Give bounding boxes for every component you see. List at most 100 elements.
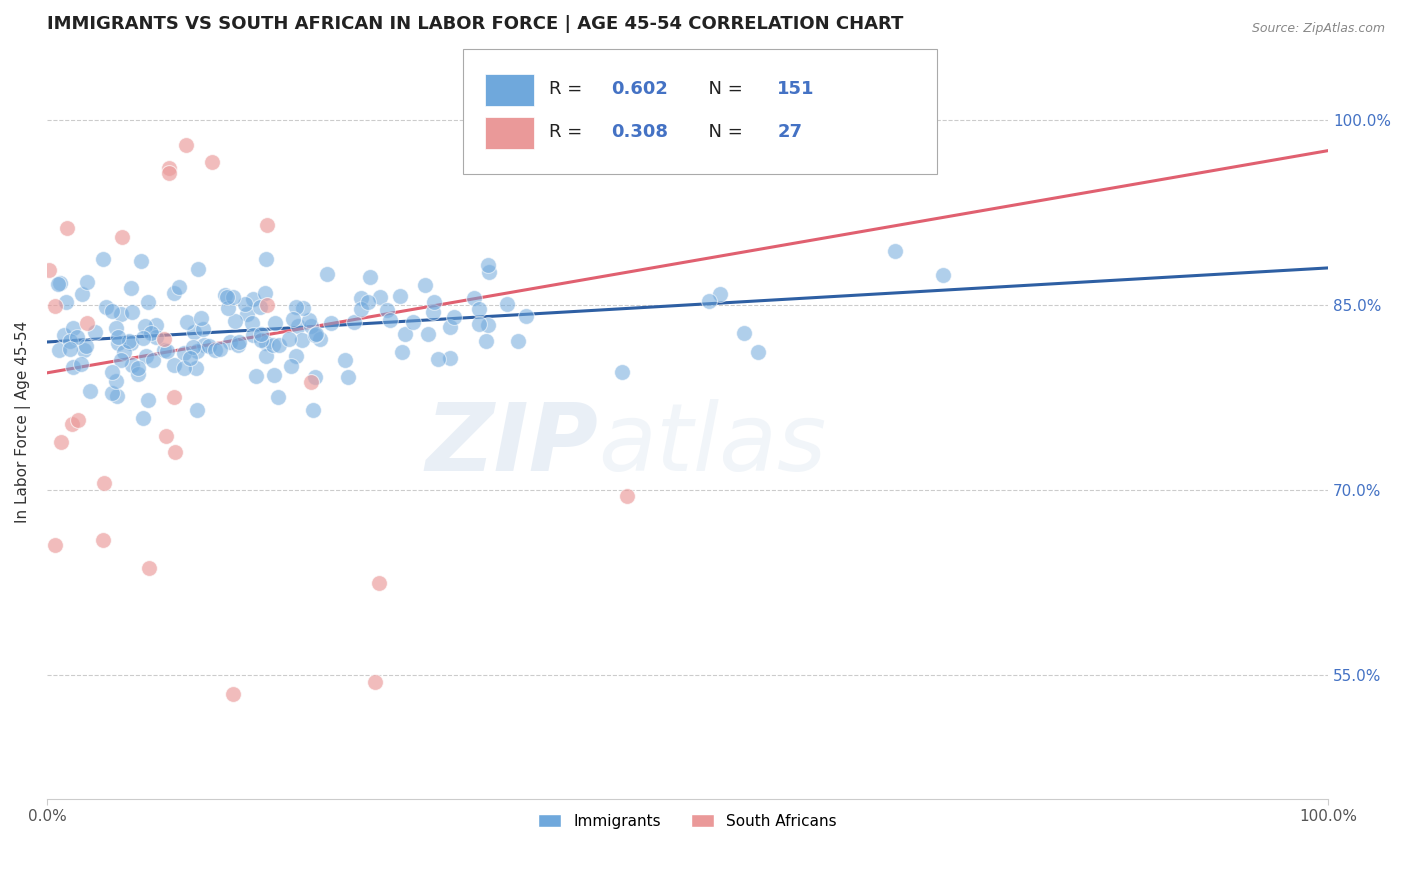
Point [443, 310, 465, 324]
Point [254, 349, 277, 363]
Point [305, 326, 328, 341]
Point [91, 533, 114, 547]
Point [242, 292, 264, 306]
Point [298, 312, 321, 326]
Point [165, 445, 187, 459]
Point [73, 343, 96, 357]
Point [439, 319, 461, 334]
Point [181, 340, 204, 354]
Point [157, 166, 180, 180]
Point [118, 334, 141, 348]
Point [368, 290, 391, 304]
Point [66, 330, 89, 344]
Point [242, 328, 264, 343]
Point [179, 351, 201, 365]
Point [76, 316, 98, 330]
Point [38, 262, 60, 277]
Text: 27: 27 [778, 123, 803, 141]
Point [477, 318, 499, 332]
Point [70, 357, 93, 371]
Point [281, 312, 304, 326]
Point [304, 327, 326, 342]
Text: IMMIGRANTS VS SOUTH AFRICAN IN LABOR FORCE | AGE 45-54 CORRELATION CHART: IMMIGRANTS VS SOUTH AFRICAN IN LABOR FOR… [46, 15, 903, 33]
Legend: Immigrants, South Africans: Immigrants, South Africans [530, 806, 845, 837]
Point [218, 335, 240, 350]
Point [127, 367, 149, 381]
Point [228, 335, 250, 350]
Point [263, 368, 285, 382]
Point [49, 434, 72, 449]
Point [416, 326, 439, 341]
Text: atlas: atlas [598, 400, 827, 491]
Point [616, 489, 638, 503]
Point [163, 286, 186, 301]
Point [70, 286, 93, 301]
Text: Source: ZipAtlas.com: Source: ZipAtlas.com [1251, 22, 1385, 36]
Point [284, 349, 307, 363]
Point [391, 345, 413, 359]
Point [477, 258, 499, 272]
Point [139, 326, 162, 340]
Point [463, 291, 485, 305]
Point [135, 350, 157, 364]
Point [747, 345, 769, 359]
Point [468, 317, 491, 331]
Point [127, 360, 149, 375]
FancyBboxPatch shape [485, 117, 534, 149]
Point [250, 333, 273, 347]
Text: 0.602: 0.602 [610, 80, 668, 98]
Point [422, 294, 444, 309]
Point [363, 674, 385, 689]
Point [129, 254, 152, 268]
Point [359, 269, 381, 284]
Point [302, 402, 325, 417]
Point [136, 295, 159, 310]
Point [367, 575, 389, 590]
Point [186, 344, 208, 359]
Point [49, 277, 72, 291]
Point [612, 365, 634, 379]
Point [226, 338, 249, 352]
Point [112, 345, 135, 359]
Point [173, 361, 195, 376]
Point [176, 138, 198, 153]
Text: N =: N = [696, 80, 748, 98]
Text: ZIP: ZIP [425, 399, 598, 491]
Point [508, 334, 530, 349]
Point [60, 417, 83, 432]
Point [132, 411, 155, 425]
Point [496, 297, 519, 311]
Point [264, 316, 287, 330]
Text: R =: R = [550, 80, 588, 98]
Point [100, 304, 122, 318]
Point [193, 338, 215, 352]
Point [145, 318, 167, 333]
Point [337, 369, 360, 384]
Point [134, 318, 156, 333]
Point [48, 343, 70, 357]
Point [350, 302, 373, 317]
Point [214, 287, 236, 301]
Point [697, 294, 720, 309]
Point [200, 154, 222, 169]
Point [76, 275, 98, 289]
Point [217, 301, 239, 315]
Point [278, 332, 301, 346]
Text: R =: R = [550, 123, 588, 141]
Point [333, 352, 356, 367]
Point [249, 327, 271, 342]
Point [155, 429, 177, 443]
Text: N =: N = [696, 123, 748, 141]
Point [59, 334, 82, 349]
Point [44, 538, 66, 552]
Point [75, 339, 97, 353]
Point [120, 281, 142, 295]
Point [291, 333, 314, 347]
Point [59, 342, 82, 356]
Point [142, 353, 165, 368]
FancyBboxPatch shape [485, 74, 534, 106]
Point [176, 315, 198, 329]
Point [375, 303, 398, 318]
Point [121, 358, 143, 372]
Point [204, 343, 226, 357]
